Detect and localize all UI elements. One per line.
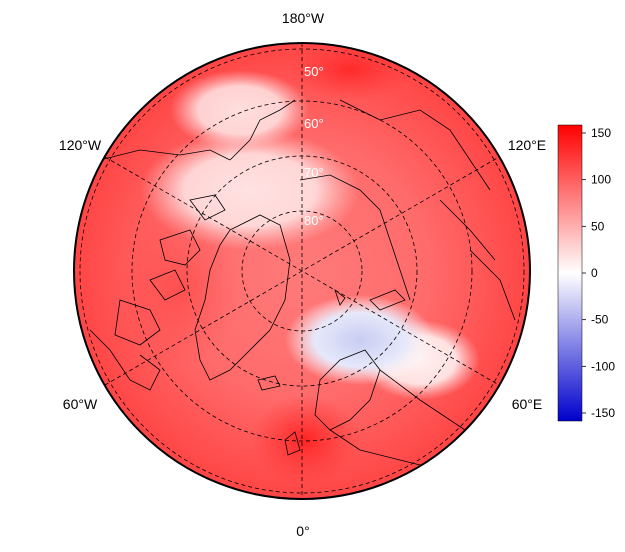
lat-label-80: 80° [304,213,324,228]
colorbar-tick-label: -150 [591,406,615,420]
colorbar-gradient [557,124,583,422]
colorbar-tick-label: -50 [591,313,609,327]
colorbar-tick-label: 150 [591,126,611,140]
graticule [79,43,525,499]
meridian-120 [104,156,500,386]
lon-label-upper-left: 120°W [59,137,102,153]
lon-label-top: 180°W [282,10,325,26]
map-border [73,42,531,500]
lon-label-bottom: 0° [296,523,309,539]
colorbar-tick-label: 0 [591,266,598,280]
colorbar-tick-label: 50 [591,219,605,233]
lon-label-upper-right: 120°E [508,137,546,153]
lon-label-lower-left: 60°W [63,396,98,412]
colorbar-tick-label: -100 [591,359,615,373]
lat-circle-50 [79,48,525,494]
lon-label-lower-right: 60°E [512,396,543,412]
colorbar-ticks: 150 100 50 0 -50 -100 -150 [582,126,615,420]
lat-label-50: 50° [304,64,324,79]
lat-label-60: 60° [304,116,324,131]
lat-label-70: 70° [304,165,324,180]
colorbar: 150 100 50 0 -50 -100 -150 [557,124,615,422]
colorbar-tick-label: 100 [591,173,611,187]
